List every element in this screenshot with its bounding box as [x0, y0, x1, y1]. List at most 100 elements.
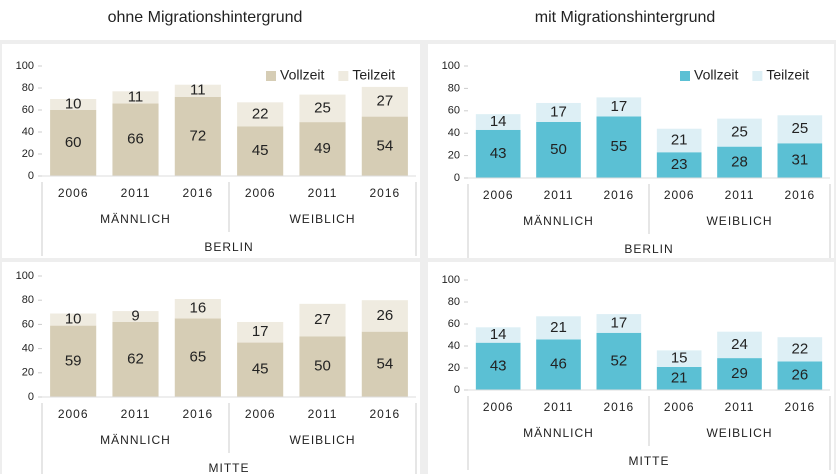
data-label: 54	[376, 355, 393, 372]
data-label: 65	[189, 349, 206, 366]
legend-label: Teilzeit	[766, 67, 809, 83]
data-label: 72	[189, 127, 206, 144]
x-tick-label: 2011	[725, 400, 755, 414]
bar-segment	[717, 146, 762, 178]
data-label: 26	[791, 367, 808, 384]
x-tick-label: 2006	[664, 400, 695, 414]
x-tick-label: 2011	[121, 186, 151, 200]
data-label: 10	[65, 311, 82, 328]
data-label: 50	[314, 358, 331, 375]
x-tick-label: 2011	[308, 186, 338, 200]
bar-segment	[777, 337, 823, 362]
data-label: 46	[550, 356, 567, 373]
bar-segment	[361, 331, 408, 397]
bar-segment	[174, 318, 221, 397]
y-tick-label: 80	[448, 82, 460, 94]
bar-segment	[299, 336, 346, 397]
bar-segment	[536, 316, 581, 340]
bar-segment	[475, 129, 521, 178]
group-label: MÄNNLICH	[523, 426, 594, 440]
data-label: 28	[731, 153, 748, 170]
x-axis-label: MITTE	[209, 461, 250, 474]
data-label: 45	[252, 361, 269, 378]
data-label: 21	[671, 369, 688, 386]
x-tick-label: 2016	[603, 188, 634, 202]
group-label: WEIBLICH	[706, 214, 772, 228]
group-label: MÄNNLICH	[100, 212, 171, 226]
x-tick-label: 2016	[182, 186, 213, 200]
data-label: 23	[671, 156, 688, 173]
x-tick-label: 2016	[369, 407, 400, 421]
bar-segment	[237, 102, 284, 127]
y-tick-label: 100	[442, 274, 460, 286]
x-tick-label: 2006	[483, 400, 514, 414]
bar-segment	[174, 84, 221, 97]
data-label: 54	[376, 137, 393, 154]
group-label: MÄNNLICH	[523, 214, 594, 228]
data-label: 21	[550, 319, 567, 336]
data-label: 62	[127, 350, 144, 367]
data-label: 27	[376, 93, 393, 110]
bar-segment	[717, 118, 762, 147]
data-label: 14	[490, 113, 507, 130]
bar-segment	[50, 99, 97, 110]
data-label: 49	[314, 140, 331, 157]
group-label: WEIBLICH	[289, 212, 355, 226]
column-header: ohne Migrationshintergrund	[108, 9, 303, 26]
bar-segment	[174, 298, 221, 319]
data-label: 14	[490, 326, 507, 343]
data-label: 22	[252, 105, 269, 122]
group-label: WEIBLICH	[289, 433, 355, 447]
x-tick-label: 2011	[544, 188, 574, 202]
y-tick-label: 40	[22, 126, 34, 138]
x-tick-label: 2006	[58, 186, 89, 200]
x-axis-label: BERLIN	[204, 240, 253, 254]
bar-segment	[112, 311, 159, 322]
bar-segment	[777, 143, 823, 178]
data-label: 16	[189, 300, 206, 317]
bar-segment	[112, 321, 159, 397]
bar-segment	[777, 361, 823, 390]
bar-segment	[361, 116, 408, 176]
data-label: 45	[252, 142, 269, 159]
bar-segment	[237, 126, 284, 176]
bar-segment	[777, 115, 823, 144]
x-axis-label: BERLIN	[624, 242, 673, 256]
y-tick-label: 60	[22, 318, 34, 330]
y-tick-label: 100	[16, 60, 34, 72]
legend-swatch	[338, 71, 349, 81]
data-label: 9	[131, 308, 139, 325]
bar-segment	[299, 122, 346, 176]
bar-segment	[50, 110, 97, 176]
y-tick-label: 60	[448, 105, 460, 117]
bar-segment	[50, 325, 97, 397]
data-label: 24	[731, 336, 748, 353]
bar-segment	[536, 122, 581, 178]
x-tick-label: 2016	[603, 400, 634, 414]
y-tick-label: 0	[28, 391, 34, 403]
y-tick-label: 40	[448, 340, 460, 352]
group-label: WEIBLICH	[706, 426, 772, 440]
bar-segment	[50, 313, 97, 326]
data-label: 25	[731, 124, 748, 141]
bar-segment	[299, 303, 346, 337]
data-label: 11	[190, 82, 206, 99]
bar-segment	[596, 97, 642, 117]
bar-segment	[536, 102, 581, 122]
bar-segment	[237, 321, 284, 343]
y-tick-label: 20	[448, 150, 460, 162]
group-label: MÄNNLICH	[100, 433, 171, 447]
x-tick-label: 2006	[245, 407, 276, 421]
data-label: 43	[490, 145, 507, 162]
data-label: 17	[252, 323, 269, 340]
bar-segment	[361, 86, 408, 117]
data-label: 52	[610, 352, 627, 369]
bar-segment	[112, 91, 159, 104]
bar-segment	[656, 152, 702, 178]
legend-swatch	[752, 71, 763, 81]
bar-segment	[596, 314, 642, 333]
y-tick-label: 40	[22, 343, 34, 355]
data-label: 17	[550, 103, 567, 120]
data-label: 25	[791, 120, 808, 137]
y-tick-label: 20	[22, 148, 34, 160]
